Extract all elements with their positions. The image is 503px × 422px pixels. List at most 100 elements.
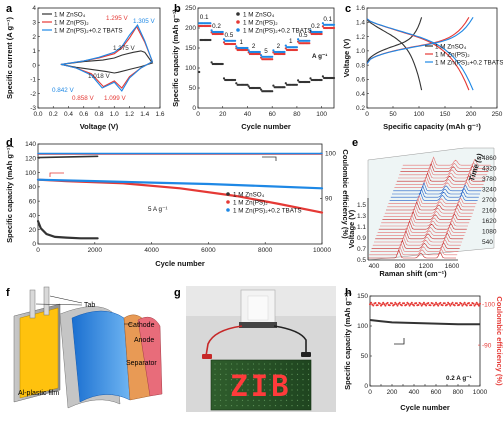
panel-d-ytick-label: 40 [29, 213, 37, 220]
wire-red [205, 325, 243, 357]
led-board-dot [230, 363, 233, 365]
panel-d-arrow-left [49, 172, 64, 177]
panel-b-ytick-label: 200 [185, 25, 196, 32]
led-board-dot [291, 384, 293, 386]
panel-d-legend-swatch-2 [226, 200, 230, 204]
red-clip [202, 354, 212, 359]
panel-d-ytick-right-label: 100 [325, 150, 336, 157]
panel-h-ce-point [465, 304, 468, 307]
panel-e-xlabel: Raman shift (cm⁻¹) [379, 269, 447, 278]
led-board-dot [296, 394, 299, 396]
led-board-dot [241, 389, 244, 391]
panel-b-point-2-30 [234, 42, 237, 46]
led-board-dot [258, 405, 260, 407]
panel-d-legend: 1 M ZnSO₄ 1 M Zn(PS)₂ 1 M Zn(PS)₂+0.2 TB… [226, 192, 302, 215]
led-board-dot [258, 384, 260, 386]
panel-b-point-1-20 [221, 62, 224, 66]
led-board-dot [291, 405, 293, 407]
panel-b-point-3-61 [272, 49, 275, 52]
clip-bar [239, 322, 277, 328]
led-board-dot [274, 373, 277, 375]
panel-c-ytick-label: 0.6 [356, 77, 365, 84]
panel-h-ce-point [410, 301, 413, 304]
panel-b-xlabel: Cycle number [241, 122, 291, 131]
panel-b-ytick-label: 100 [185, 65, 196, 72]
label-separator: Separator [126, 360, 157, 367]
panel-b-rate-label: 0.2 [212, 23, 221, 30]
panel-h-ce-point [436, 303, 439, 306]
panel-h-ce-point [383, 303, 386, 306]
tab-left-shape [29, 289, 36, 319]
led-board-dot [247, 373, 249, 375]
panel-h-ce-point [470, 304, 473, 307]
panel-h-ce-point [455, 302, 458, 305]
panel-b-point-2-101 [321, 25, 324, 28]
panel-e-spectrum-15 [384, 204, 473, 214]
panel-b-point-1-71 [284, 82, 287, 85]
panel-a-annot-1375: 1.375 V [113, 45, 136, 52]
panel-e-ztick-label: 540 [482, 239, 493, 246]
panel-b-point-3-21 [222, 38, 226, 41]
panel-a-xlabel: Voltage (V) [80, 122, 119, 131]
panel-b-point-2-60 [271, 58, 274, 61]
led-board-dot [236, 405, 238, 407]
panel-c-legend: 1 M ZnSO₄ 1 M Zn(PS)₂ 1 M Zn(PS)₂+0.2 TB… [425, 44, 503, 67]
panel-a-ytick-label: -1 [30, 77, 36, 84]
panel-h-capacity-line [369, 319, 480, 326]
led-board-dot [219, 405, 222, 407]
panel-d-ytick-label: 0 [32, 241, 36, 248]
panel-a-ytick-label: 1 [32, 48, 36, 55]
led-board-dot [296, 399, 299, 401]
panel-e-spectrum-22 [393, 181, 482, 192]
panel-b-point-1-91 [309, 77, 312, 80]
panel-e-spectrum-19 [389, 191, 478, 201]
led-board-dot [307, 368, 310, 370]
panel-b-point-2-10 [209, 24, 212, 28]
led-board-dot [307, 389, 310, 391]
led-board-dot [285, 394, 288, 396]
panel-b-rate-label: 1 [240, 39, 244, 46]
panel-d-legend-1: 1 M ZnSO₄ [233, 192, 265, 199]
panel-b-legend: 1 M ZnSO₄ 1 M Zn(PS)₂ 1 M Zn(PS)₂+0.2 TB… [236, 12, 312, 35]
panel-h-ce-point [427, 302, 430, 304]
led-board-dot [280, 363, 282, 365]
panel-h-ce-point [376, 304, 379, 307]
panel-b-point-3-70 [283, 50, 286, 54]
panel-h-ce-point [448, 303, 451, 305]
led-board-dot [285, 379, 288, 381]
panel-d-cycling-chart: 0 2000 4000 6000 8000 10000 0 20 40 60 80 100 120 140… [5, 141, 350, 268]
led-board-dot [307, 405, 310, 407]
led-board-dot [214, 368, 216, 370]
panel-d-ytick-label: 80 [29, 184, 37, 191]
led-board-dot [296, 405, 299, 407]
cathode-shape [137, 316, 163, 397]
panel-b-xtick-label: 20 [219, 111, 227, 118]
led-board-dot [291, 379, 293, 381]
panel-b-point-1-30 [234, 78, 237, 82]
panel-a-annot-1305: 1.305 V [133, 18, 156, 25]
led-board-dot [263, 399, 266, 401]
led-board-dot [274, 399, 277, 401]
led-board-dot [280, 405, 282, 407]
led-board-dot [274, 368, 277, 370]
panel-b-rate-label: 2 [277, 43, 281, 50]
panel-c-charge-3 [366, 16, 474, 65]
panel-b-point-3-71 [284, 44, 287, 47]
led-board-dot [225, 384, 227, 386]
panel-c-ylabel: Voltage (V) [342, 38, 351, 77]
led-board-dot [285, 389, 288, 391]
panel-e-raman-chart: 400 800 1200 1600 0.5 0.7 0.9 1.1 1.3 1.5 540 1080 1… [347, 147, 497, 278]
led-board-dot [252, 379, 255, 381]
led-board-dot [247, 399, 249, 401]
panel-d-xtick-label: 6000 [201, 247, 216, 254]
panel-b-legend-3: 1 M Zn(PS)₂+0.2 TBATS [243, 28, 312, 35]
panel-d-xtick-label: 10000 [313, 247, 331, 254]
led-board-dot [296, 384, 299, 386]
panel-h-ce-point [475, 301, 478, 304]
panel-e-spectrum-28 [400, 162, 489, 172]
panel-b-point-1-40 [246, 83, 249, 86]
panel-h-ce-point [384, 304, 387, 307]
led-board-dot [258, 373, 260, 375]
panel-h-xtick-label: 0 [368, 389, 372, 396]
